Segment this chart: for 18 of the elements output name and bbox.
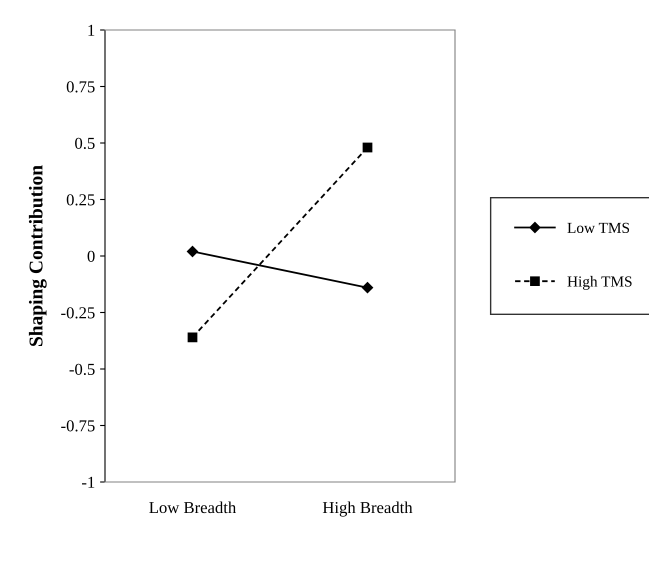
y-tick-label: -1 [82, 476, 94, 488]
y-tick-label: -0.25 [61, 307, 95, 319]
y-tick-label: 0.5 [75, 138, 95, 150]
y-tick-label: -0.5 [70, 364, 95, 376]
y-tick-label: 0.25 [66, 194, 95, 206]
y-tick-label: 0 [88, 250, 95, 262]
y-axis-title: Shaping Contribution [28, 165, 47, 346]
legend-label: Low TMS [567, 222, 630, 234]
point [362, 282, 374, 294]
x-tick-label: Low Breadth [149, 501, 236, 514]
y-tick-label: 1 [88, 24, 94, 36]
y-tick-label: -0.75 [61, 420, 95, 432]
legend-label: High TMS [567, 276, 632, 290]
x-tick-label: High Breadth [322, 501, 412, 517]
point [188, 332, 198, 342]
point [186, 246, 198, 258]
point [362, 142, 372, 152]
y-tick-label: 0.75 [66, 81, 95, 93]
